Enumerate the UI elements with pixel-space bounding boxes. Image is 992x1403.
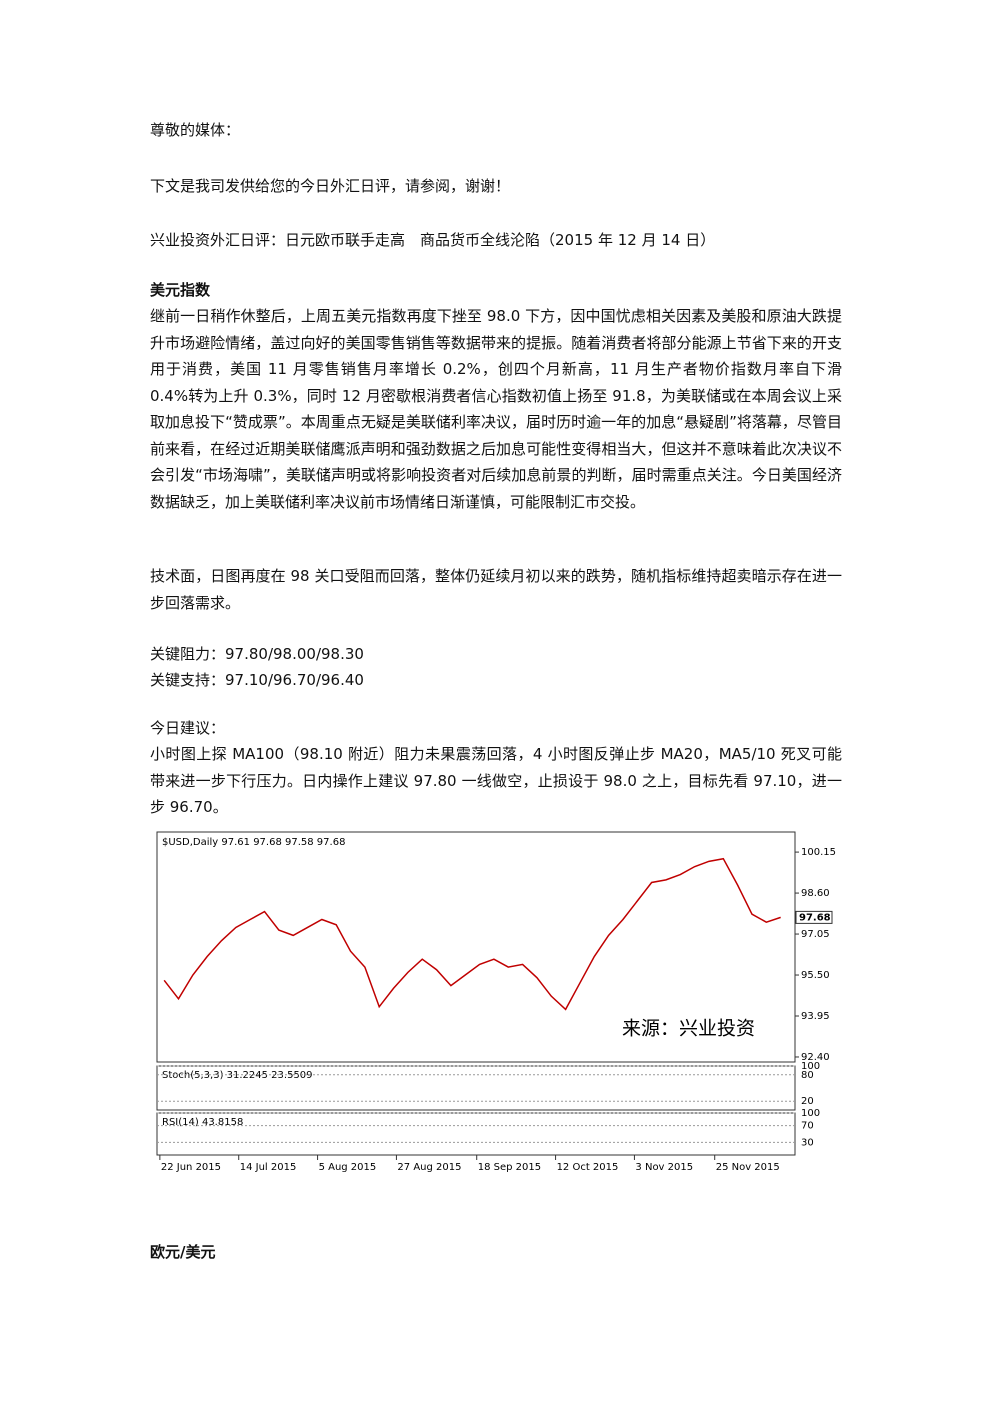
x-tick-label: 12 Oct 2015 — [557, 1162, 619, 1173]
chart-title: $USD,Daily 97.61 97.68 97.58 97.68 — [162, 837, 345, 848]
y-tick-label: 20 — [801, 1096, 814, 1107]
y-tick-label: 93.95 — [801, 1011, 830, 1022]
y-tick-label: 95.50 — [801, 970, 830, 981]
last-price-label: 97.68 — [799, 912, 831, 923]
support: 关键支持：97.10/96.70/96.40 — [150, 671, 364, 689]
intro: 下文是我司发供给您的今日外汇日评，请参阅，谢谢！ — [150, 177, 511, 195]
section-title: 欧元/美元 — [150, 1243, 216, 1261]
main-panel — [156, 831, 796, 1063]
y-tick-label: 100 — [801, 1061, 820, 1072]
x-tick-label: 22 Jun 2015 — [161, 1162, 221, 1173]
advice-title: 今日建议： — [150, 719, 226, 737]
advice: 小时图上探 MA100（98.10 附近）阻力未果震荡回落，4 小时图反弹止步 … — [150, 745, 842, 816]
stoch-panel — [156, 1065, 796, 1111]
x-tick-label: 5 Aug 2015 — [319, 1162, 377, 1173]
x-tick-label: 3 Nov 2015 — [635, 1162, 693, 1173]
rsi-label: RSI(14) 43.8158 — [162, 1117, 243, 1128]
chart: $USD,Daily 97.61 97.68 97.58 97.68 来源：兴业… — [152, 828, 844, 1178]
y-tick-label: 98.60 — [801, 888, 830, 899]
x-tick-label: 18 Sep 2015 — [478, 1162, 541, 1173]
price-line — [163, 857, 781, 1011]
x-tick-label: 27 Aug 2015 — [397, 1162, 461, 1173]
rsi-panel — [156, 1112, 796, 1156]
y-tick-label: 97.05 — [801, 929, 830, 940]
headline: 兴业投资外汇日评：日元欧币联手走高 商品货币全线沦陷（2015 年 12 月 1… — [150, 231, 716, 249]
y-tick-label: 100 — [801, 1108, 820, 1119]
y-tick-label: 100.15 — [801, 847, 836, 858]
chart-bg — [152, 828, 844, 1178]
paragraph: 继前一日稍作休整后，上周五美元指数再度下挫至 98.0 下方，因中国忧虑相关因素… — [150, 307, 842, 511]
x-tick-label: 25 Nov 2015 — [716, 1162, 780, 1173]
paragraph: 技术面，日图再度在 98 关口受阻而回落，整体仍延续月初以来的跌势，随机指标维持… — [150, 567, 842, 612]
watermark: 来源：兴业投资 — [622, 1018, 755, 1040]
y-tick-label: 80 — [801, 1070, 814, 1081]
greeting: 尊敬的媒体： — [150, 121, 241, 139]
stoch-label: Stoch(5,3,3) 31.2245 23.5509 — [162, 1070, 313, 1081]
resistance: 关键阻力：97.80/98.00/98.30 — [150, 645, 364, 663]
y-tick-label: 92.40 — [801, 1052, 830, 1063]
y-tick-label: 30 — [801, 1137, 814, 1148]
x-tick-label: 14 Jul 2015 — [240, 1162, 297, 1173]
last-price-box — [795, 910, 833, 924]
section-title: 美元指数 — [150, 281, 211, 299]
y-tick-label: 70 — [801, 1121, 814, 1132]
